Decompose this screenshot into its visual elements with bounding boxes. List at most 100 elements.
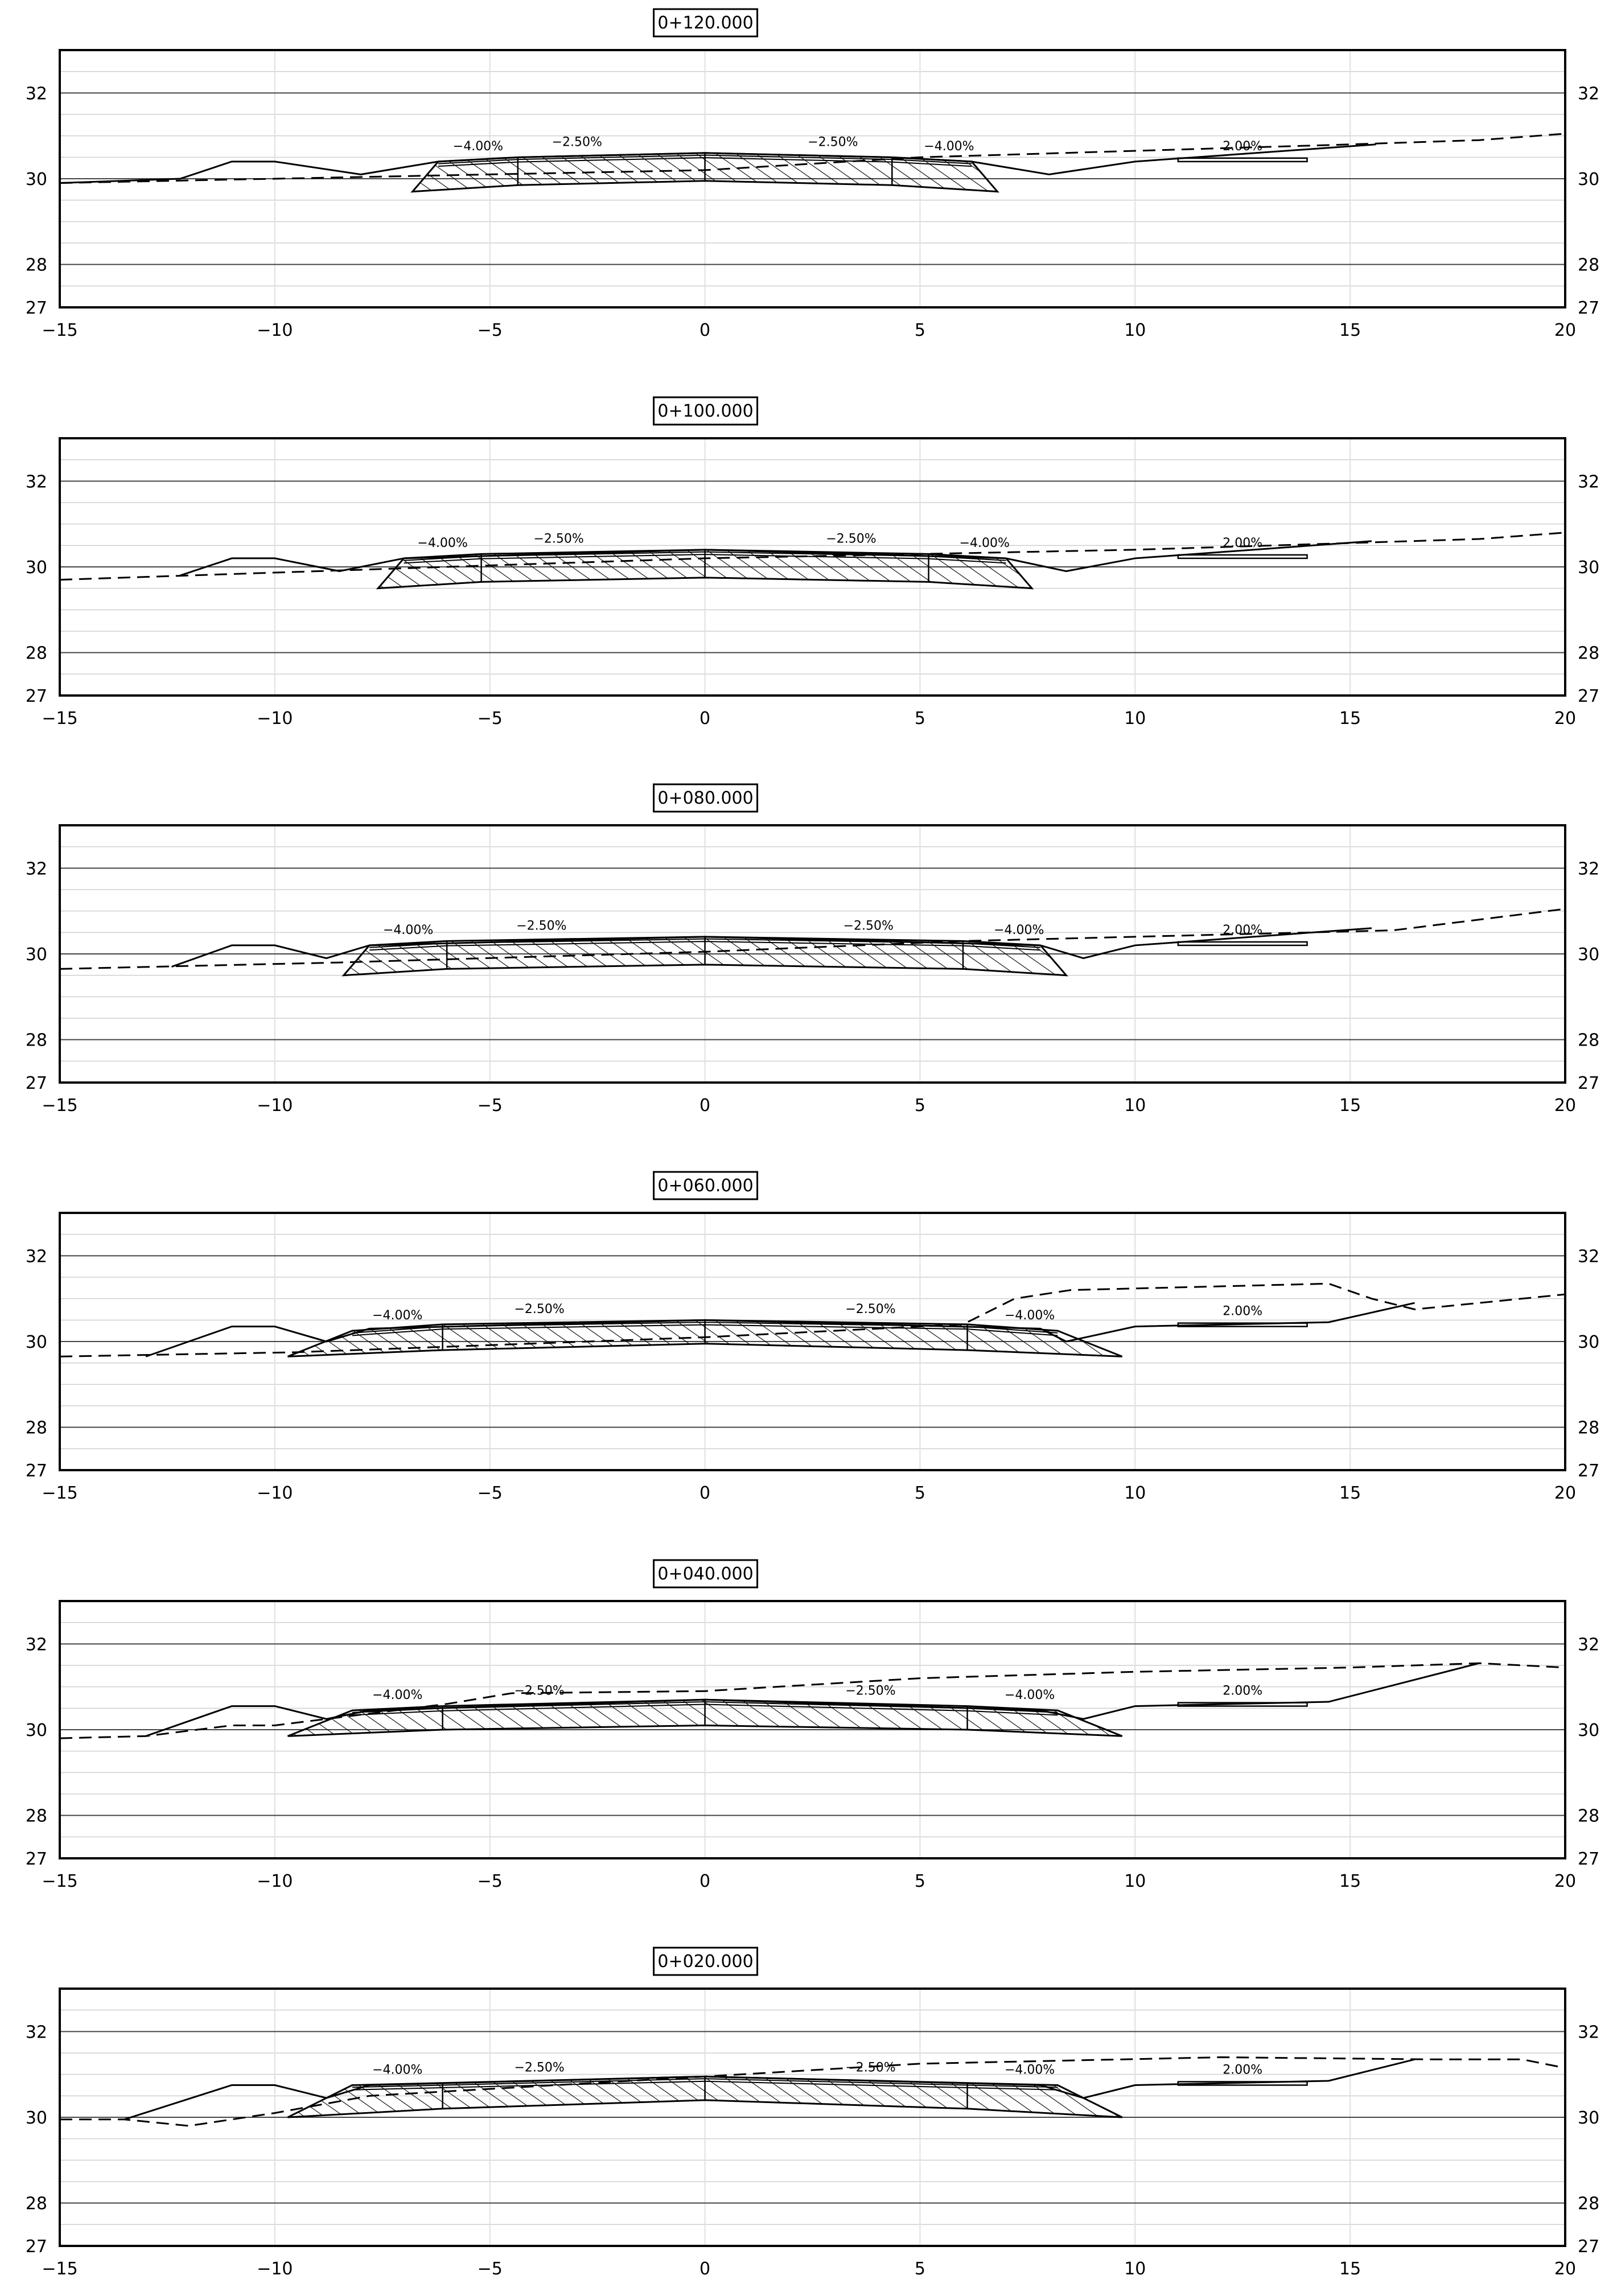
plot-frame <box>59 1988 1566 2247</box>
x-tick-label: −5 <box>478 2259 503 2279</box>
x-tick-label: 10 <box>1124 1483 1146 1503</box>
grade-label-sidewalk: 2.00% <box>1223 536 1262 550</box>
design-ground-line <box>145 1662 1480 1737</box>
y-tick-label-left: 27 <box>26 2237 47 2257</box>
x-tick-label: 0 <box>699 1483 710 1503</box>
grade-label-outer-left: −4.00% <box>372 2063 422 2077</box>
y-tick-label-right: 28 <box>1578 1031 1599 1051</box>
x-tick-label: 5 <box>915 1483 925 1503</box>
grade-label-inner-left: −2.50% <box>533 532 583 546</box>
grade-label-inner-right: −2.50% <box>826 532 876 546</box>
x-tick-label: 10 <box>1124 2259 1146 2279</box>
grade-label-outer-left: −4.00% <box>383 923 433 937</box>
x-tick-label: 10 <box>1124 320 1146 340</box>
grade-label-inner-left: −2.50% <box>514 1684 564 1698</box>
station-title-box <box>653 783 759 813</box>
sidewalk-slab <box>1177 1702 1308 1707</box>
plot-frame <box>59 1212 1566 1471</box>
x-tick-label: −15 <box>42 320 77 340</box>
y-tick-label-left: 30 <box>26 1332 47 1352</box>
x-tick-label: −10 <box>257 320 293 340</box>
x-tick-label: −15 <box>42 709 77 729</box>
grade-label-inner-left: −2.50% <box>516 919 566 933</box>
section-panel: −4.00% −2.50% −2.50% −4.00% 2.00% 32 32 30 30 28 2… <box>26 1171 1599 1503</box>
station-title: 0+060.000 <box>657 1176 753 1196</box>
y-tick-label-left: 32 <box>26 1246 47 1266</box>
y-tick-label-right: 30 <box>1578 170 1599 190</box>
y-tick-label-left: 32 <box>26 472 47 492</box>
grade-label-inner-right: −2.50% <box>845 1302 895 1316</box>
sidewalk-slab <box>1177 554 1308 559</box>
y-tick-label-left: 30 <box>26 558 47 578</box>
grade-label-outer-right: −4.00% <box>994 923 1044 937</box>
section-panel: −4.00% −2.50% −2.50% −4.00% 2.00% 32 32 30 30 28 2… <box>26 783 1599 1116</box>
x-tick-label: 20 <box>1554 1871 1576 1891</box>
section-panel: −4.00% −2.50% −2.50% −4.00% 2.00% 32 32 30 30 28 2… <box>26 8 1599 340</box>
sidewalk-slab <box>1177 941 1308 947</box>
x-tick-label: −15 <box>42 1483 77 1503</box>
x-tick-label: −10 <box>257 2259 293 2279</box>
grade-label-sidewalk: 2.00% <box>1223 923 1262 937</box>
y-tick-label-left: 32 <box>26 2022 47 2042</box>
x-tick-label: 0 <box>699 320 710 340</box>
y-tick-label-left: 30 <box>26 945 47 965</box>
design-ground-line <box>145 1302 1415 1357</box>
x-tick-label: 10 <box>1124 1871 1146 1891</box>
x-tick-label: −10 <box>257 709 293 729</box>
y-tick-label-left: 28 <box>26 256 47 275</box>
grade-label-sidewalk: 2.00% <box>1223 1684 1262 1698</box>
y-tick-label-left: 30 <box>26 2108 47 2128</box>
grade-label-sidewalk: 2.00% <box>1223 139 1262 154</box>
y-tick-label-right: 28 <box>1578 644 1599 664</box>
x-tick-label: 0 <box>699 2259 710 2279</box>
grade-label-sidewalk: 2.00% <box>1223 1305 1262 1319</box>
grade-label-inner-right: −2.50% <box>843 919 894 933</box>
x-tick-label: 0 <box>699 1096 710 1116</box>
y-tick-label-left: 30 <box>26 170 47 190</box>
grade-label-inner-right: −2.50% <box>845 2061 895 2075</box>
grade-label-sidewalk: 2.00% <box>1223 2063 1262 2077</box>
x-tick-label: 15 <box>1339 320 1361 340</box>
plot-frame <box>59 824 1566 1084</box>
design-ground-line <box>180 540 1372 577</box>
x-tick-label: 20 <box>1554 2259 1576 2279</box>
plot-frame <box>59 1600 1566 1859</box>
grade-label-inner-left: −2.50% <box>514 1302 564 1316</box>
grade-label-outer-right: −4.00% <box>1005 1688 1055 1702</box>
x-tick-label: 5 <box>915 1871 925 1891</box>
section-panel: −4.00% −2.50% −2.50% −4.00% 2.00% 32 32 30 30 28 2… <box>26 1559 1599 1891</box>
x-tick-label: −5 <box>478 1871 503 1891</box>
x-tick-label: 15 <box>1339 2259 1361 2279</box>
x-tick-label: 10 <box>1124 709 1146 729</box>
y-tick-label-left: 28 <box>26 644 47 664</box>
y-tick-label-right: 32 <box>1578 1246 1599 1266</box>
y-tick-label-right: 27 <box>1578 1461 1599 1481</box>
station-title-box <box>653 1559 759 1589</box>
y-tick-label-right: 28 <box>1578 1418 1599 1438</box>
grade-label-inner-right: −2.50% <box>808 135 858 149</box>
x-tick-label: 15 <box>1339 1483 1361 1503</box>
x-tick-label: 0 <box>699 1871 710 1891</box>
plot-frame <box>59 437 1566 697</box>
section-panel: −4.00% −2.50% −2.50% −4.00% 2.00% 32 32 30 30 28 2… <box>26 1947 1599 2279</box>
grade-label-inner-left: −2.50% <box>552 135 602 149</box>
station-title-box <box>653 1947 759 1976</box>
y-tick-label-left: 32 <box>26 1635 47 1655</box>
y-tick-label-right: 28 <box>1578 1807 1599 1826</box>
y-tick-label-left: 32 <box>26 859 47 879</box>
y-tick-label-right: 32 <box>1578 2022 1599 2042</box>
x-tick-label: −15 <box>42 1096 77 1116</box>
existing-ground-line <box>59 1282 1566 1357</box>
grade-label-inner-left: −2.50% <box>514 2061 564 2075</box>
x-tick-label: −10 <box>257 1096 293 1116</box>
existing-ground-line <box>60 2056 1566 2127</box>
x-tick-label: 20 <box>1554 320 1576 340</box>
y-tick-label-right: 32 <box>1578 859 1599 879</box>
station-title-box <box>653 1171 759 1200</box>
grade-label-outer-right: −4.00% <box>1005 2063 1055 2077</box>
station-title-box <box>653 396 759 426</box>
y-tick-label-right: 30 <box>1578 2108 1599 2128</box>
y-tick-label-right: 32 <box>1578 1635 1599 1655</box>
existing-ground-line <box>59 1662 1566 1739</box>
